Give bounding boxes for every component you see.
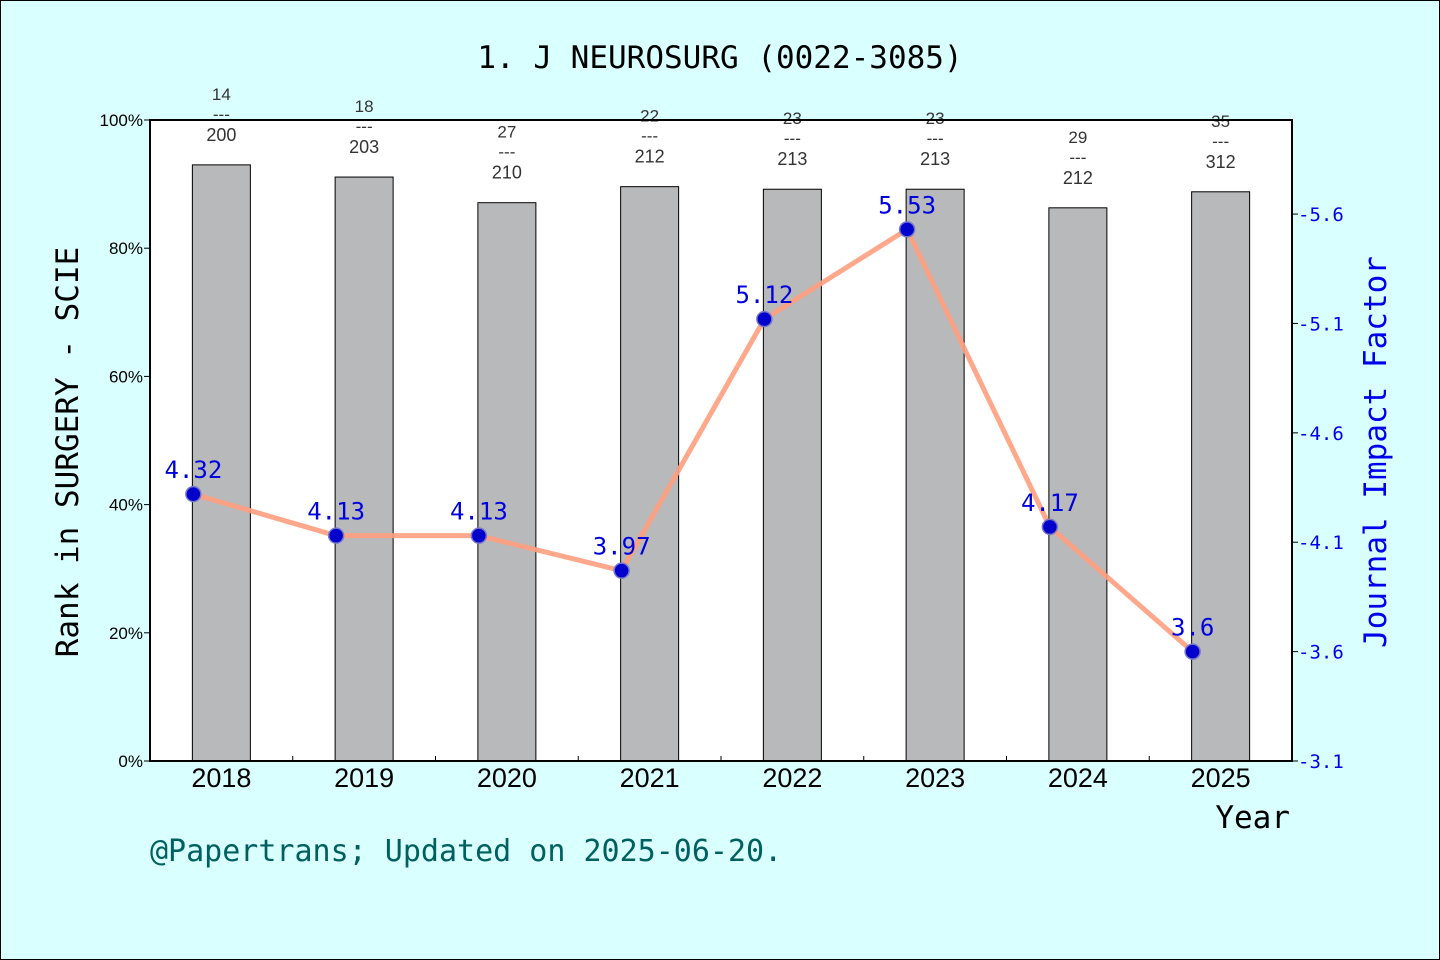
rank-total-label: 213 [920,149,950,169]
y-axis-label-right: Journal Impact Factor [1358,256,1394,648]
bar [1191,191,1251,762]
impact-factor-point [1184,643,1201,660]
y-tick-label-left: 40% [109,496,143,515]
y-tick-label-left: 20% [109,624,143,643]
y-tick-label-left: 80% [109,239,143,258]
rank-label: 35 [1211,112,1230,131]
y-tick-label-left: 100% [100,111,143,130]
x-tick-label: 2023 [905,763,965,793]
y-tick-label-right: -5.6 [1298,204,1344,226]
rank-separator: --- [213,105,230,124]
impact-factor-point [327,527,345,544]
x-tick-label: 2019 [334,763,394,793]
rank-total-label: 212 [1063,168,1093,188]
impact-factor-label: 5.12 [735,281,793,309]
plot-area: 14---20018---20327---21022---21223---213… [100,85,1344,793]
bar [477,202,537,762]
y-tick-label-right: -3.1 [1298,751,1344,773]
x-tick-label: 2018 [191,763,251,793]
impact-factor-point [613,562,630,579]
rank-total-label: 210 [492,163,522,183]
bar [905,188,965,762]
impact-factor-label: 3.6 [1171,614,1214,642]
bar [1048,207,1108,762]
rank-separator: --- [927,129,944,148]
bar [620,186,680,762]
rank-label: 18 [355,97,374,116]
x-tick-label: 2025 [1191,763,1251,793]
y-tick-label-right: -4.1 [1298,532,1344,554]
impact-factor-label: 4.32 [164,456,222,484]
impact-factor-line [190,226,1196,655]
rank-separator: --- [356,117,373,136]
impact-factor-label: 3.97 [593,533,651,561]
rank-separator: --- [641,127,658,146]
y-tick-label-left: 0% [118,752,143,771]
bar [191,164,251,762]
y-axis-label-left: Rank in SURGERY - SCIE [50,247,86,658]
rank-total-label: 212 [635,147,665,167]
plot-background [150,120,1292,761]
x-tick-label: 2024 [1048,763,1108,793]
footer-credit: @Papertrans; Updated on 2025-06-20. [150,834,783,869]
x-axis-label: Year [1215,800,1290,836]
y-tick-label-right: -5.1 [1298,313,1344,335]
rank-separator: --- [498,143,515,162]
impact-factor-label: 4.17 [1021,489,1079,517]
rank-separator: --- [784,129,801,148]
rank-label: 29 [1068,128,1087,147]
rank-total-label: 213 [777,149,807,169]
rank-total-label: 203 [349,137,379,157]
bar [762,188,822,762]
x-tick-label: 2022 [762,763,822,793]
impact-factor-point [470,527,488,544]
rank-total-label: 312 [1206,152,1236,172]
impact-factor-point [756,310,773,328]
rank-separator: --- [1212,132,1229,151]
rank-total-label: 200 [206,125,236,145]
rank-label: 23 [783,109,802,128]
impact-factor-point [898,221,916,238]
chart-title: 1. J NEUROSURG (0022-3085) [477,40,962,76]
impact-factor-point [1041,518,1059,536]
rank-label: 22 [640,107,659,126]
y-tick-label-right: -3.6 [1298,642,1344,664]
rank-label: 23 [926,109,945,128]
x-tick-label: 2020 [477,763,537,793]
impact-factor-label: 5.53 [878,191,936,219]
bar [334,176,394,762]
rank-label: 27 [497,123,516,142]
impact-factor-label: 4.13 [307,498,365,526]
y-tick-label-left: 60% [109,367,143,386]
rank-label: 14 [212,85,231,104]
rank-separator: --- [1069,148,1086,167]
y-tick-label-right: -4.6 [1298,423,1344,445]
impact-factor-point [185,485,202,503]
impact-factor-label: 4.13 [450,498,508,526]
x-tick-label: 2021 [620,763,680,793]
